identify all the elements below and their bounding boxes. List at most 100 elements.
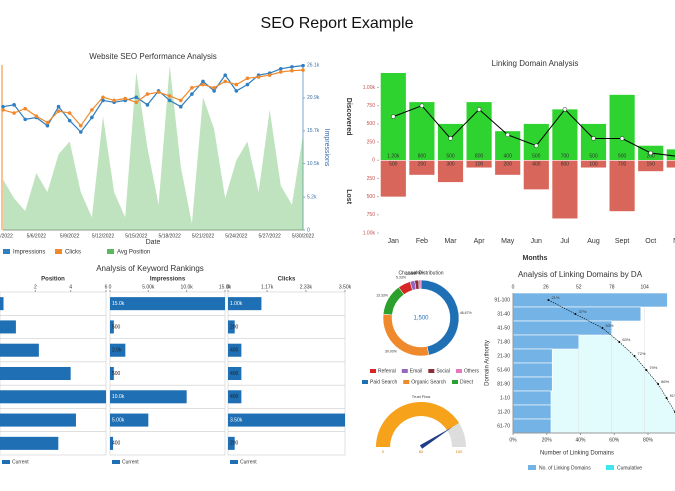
point <box>56 104 61 109</box>
point <box>45 123 50 128</box>
x2-tick-label: 20% <box>542 437 553 443</box>
x-tick-label: Nov <box>673 238 675 245</box>
line <box>2 69 304 127</box>
point <box>633 355 636 357</box>
bar <box>0 366 71 381</box>
bar <box>228 366 242 381</box>
bar <box>512 404 552 420</box>
x-tick-label: 5/30/2022 <box>292 233 314 239</box>
y2-tick-label: 10.5k <box>307 161 320 167</box>
point <box>23 117 28 122</box>
panel-title: Position <box>41 277 65 283</box>
data-label: 700 <box>561 154 570 160</box>
point <box>12 103 16 107</box>
point <box>223 73 228 77</box>
data-label: 500 <box>589 154 598 160</box>
chart-title: Trust Flow <box>412 394 431 399</box>
bar <box>228 297 262 311</box>
x-tick-label: Mar <box>444 238 457 245</box>
bar <box>0 413 76 427</box>
legend-swatch <box>107 249 114 254</box>
point <box>23 106 28 111</box>
bar <box>228 436 235 450</box>
bar <box>512 306 642 322</box>
bar <box>110 366 114 381</box>
y-tick-label: 81-90 <box>497 381 510 387</box>
y-tick-label: 21-30 <box>497 353 510 359</box>
bar <box>512 292 668 308</box>
data-label: 63% <box>622 337 630 342</box>
point <box>145 92 150 96</box>
bar <box>523 160 549 190</box>
point <box>167 98 172 103</box>
y-axis-title: Discovered <box>345 98 352 136</box>
y-tick-label: 1-10 <box>500 395 510 401</box>
point <box>78 130 83 134</box>
bar <box>0 343 39 357</box>
data-label: 46.67% <box>460 311 472 315</box>
legend-label: Current <box>240 459 257 465</box>
data-label: 400 <box>230 371 239 377</box>
legend-swatch <box>55 249 62 254</box>
data-label: 400 <box>230 394 239 400</box>
x-tick-label: 5/9/2022 <box>60 233 80 239</box>
x-tick-label: 2 <box>34 284 37 290</box>
data-label: 100 <box>589 162 598 168</box>
point <box>90 115 94 120</box>
x-tick-label: 3.50k <box>339 284 352 290</box>
point <box>1 104 5 109</box>
x-tick-label: 6 <box>105 284 108 290</box>
x-tick-label: 0 <box>512 284 515 290</box>
x-tick-label: Apr <box>474 238 486 245</box>
bar <box>512 348 553 364</box>
data-label: 5.33% <box>396 276 406 280</box>
y-tick-label: 11-20 <box>498 409 511 415</box>
legend-swatch <box>230 460 238 464</box>
point <box>234 89 239 93</box>
bar <box>228 320 235 334</box>
data-label: 3.50k <box>230 417 243 423</box>
data-label: 30.00% <box>385 349 397 353</box>
data-label: 300 <box>446 162 455 168</box>
point <box>190 85 194 90</box>
data-label: 100 <box>475 162 484 168</box>
data-label: 1.00% <box>415 271 425 275</box>
point <box>212 85 216 90</box>
bar <box>609 94 635 161</box>
x2-tick-label: 0% <box>509 437 517 443</box>
x-tick-label: 5/12/2022 <box>92 233 114 239</box>
point <box>201 79 205 84</box>
point <box>267 73 272 77</box>
point <box>234 82 239 87</box>
bar <box>110 320 114 334</box>
bar <box>380 160 406 197</box>
data-label: 800 <box>561 162 570 168</box>
point <box>290 68 294 73</box>
y2-tick-label: 5.2k <box>307 194 317 200</box>
point <box>78 123 83 128</box>
area <box>3 65 303 230</box>
point <box>562 107 568 112</box>
data-label: 200 <box>230 441 239 447</box>
gauge-value <box>376 402 459 447</box>
legend-swatch <box>112 460 120 464</box>
point <box>101 98 105 103</box>
point <box>657 383 660 385</box>
data-label: 13.33% <box>376 293 388 297</box>
y-tick-label: 1.00k <box>363 85 376 91</box>
point <box>201 82 205 87</box>
x-tick-label: 52 <box>576 284 582 290</box>
point <box>278 70 283 74</box>
data-label: 500 <box>532 154 541 160</box>
y-tick-label: 91-100 <box>494 297 510 303</box>
point <box>290 65 294 69</box>
y-tick-label: 250 <box>367 176 376 182</box>
legend-swatch <box>528 465 536 470</box>
data-label: 400 <box>504 154 513 160</box>
point <box>134 100 139 105</box>
data-label: 37% <box>578 309 586 314</box>
legend-label: Impressions <box>13 250 45 256</box>
bar <box>0 390 106 404</box>
bar <box>512 418 552 434</box>
